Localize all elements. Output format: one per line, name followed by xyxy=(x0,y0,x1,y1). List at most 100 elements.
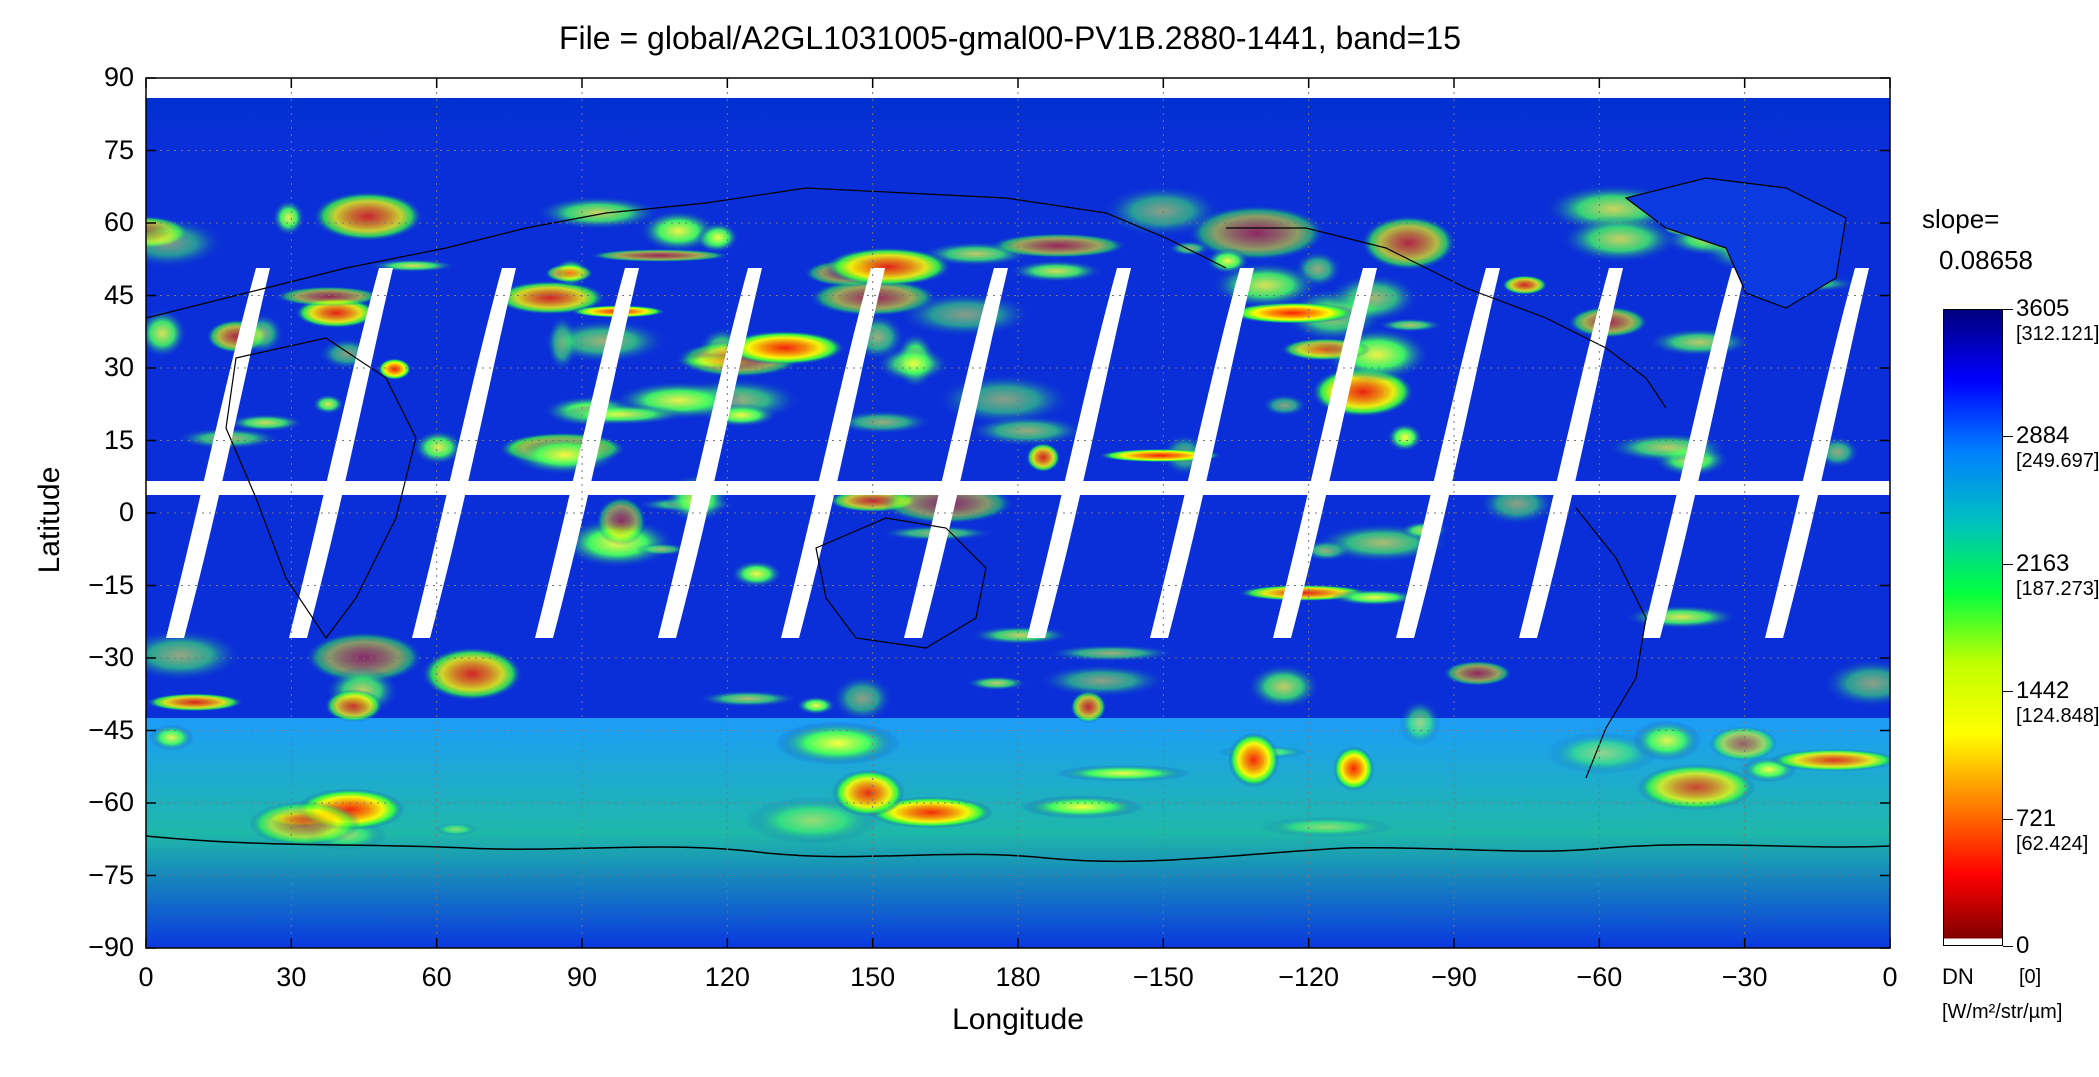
cloud-feature xyxy=(1262,394,1308,417)
cloud-feature xyxy=(876,346,949,382)
cloud-feature xyxy=(1333,746,1375,791)
colorbar xyxy=(1943,309,2003,946)
cloud-feature xyxy=(421,647,523,701)
map-area xyxy=(145,77,1891,949)
y-tick-label: −45 xyxy=(88,714,134,745)
cloud-feature xyxy=(1168,241,1211,256)
swath-gap xyxy=(1150,268,1254,638)
swath-gap xyxy=(535,268,639,638)
swath-gap xyxy=(781,268,885,638)
cloud-feature xyxy=(1502,275,1548,295)
cloud-feature xyxy=(1399,699,1442,746)
swath-gap xyxy=(904,268,1008,638)
cloud-feature xyxy=(832,410,932,434)
cloud-feature xyxy=(324,689,383,723)
cloud-feature xyxy=(1188,205,1326,261)
x-tick-label: −120 xyxy=(1278,962,1340,992)
cloud-feature xyxy=(378,358,412,380)
colorbar-tick xyxy=(2003,563,2013,565)
cloud-feature xyxy=(555,404,686,425)
swath-gap xyxy=(412,268,516,638)
colorbar-radiance-value: [187.273] xyxy=(2016,577,2099,600)
cloud-feature xyxy=(966,676,1028,691)
cloud-feature xyxy=(413,430,464,465)
cloud-feature xyxy=(146,629,243,682)
cloud-feature xyxy=(540,319,668,363)
y-tick-label: 30 xyxy=(103,352,134,382)
cloud-feature xyxy=(227,414,304,432)
colorbar-dn-value: 721 xyxy=(2016,804,2057,832)
colorbar-dn-value: 1442 xyxy=(2016,677,2070,705)
cloud-feature xyxy=(1709,726,1778,762)
cloud-feature xyxy=(1102,185,1222,237)
cloud-feature xyxy=(832,769,905,817)
swath-gap xyxy=(1273,268,1377,638)
cloud-feature xyxy=(1546,731,1659,775)
swath-gap xyxy=(1642,268,1746,638)
y-tick-label: −30 xyxy=(88,642,134,672)
colorbar-dn-value: 2884 xyxy=(2016,422,2070,450)
swath-gap xyxy=(1765,268,1869,638)
cloud-feature xyxy=(1647,328,1752,357)
swath-gap xyxy=(289,268,393,638)
swath-gap xyxy=(658,268,762,638)
colorbar-radiance-value: [0] xyxy=(2019,966,2042,988)
north-america-coastline xyxy=(1226,227,1667,409)
y-tick-label: 90 xyxy=(103,62,134,92)
colorbar-radiance-value: [249.697] xyxy=(2016,450,2099,473)
x-tick-label: −60 xyxy=(1576,962,1623,992)
y-tick-label: 60 xyxy=(103,207,134,237)
cloud-feature xyxy=(494,280,606,315)
y-tick-label: −60 xyxy=(88,787,134,817)
cloud-feature xyxy=(1822,659,1890,708)
colorbar-tick xyxy=(2003,436,2013,438)
colorbar-radiance-value: [124.848] xyxy=(2016,705,2099,728)
cloud-feature xyxy=(1009,260,1103,282)
cloud-feature xyxy=(698,690,798,707)
cloud-feature xyxy=(970,626,1071,645)
y-tick-label: 45 xyxy=(103,279,134,310)
colorbar-dn-value: 0 xyxy=(2016,932,2030,959)
cloud-feature xyxy=(1055,764,1192,782)
y-tick-label: −15 xyxy=(88,569,134,600)
cloud-feature xyxy=(1377,318,1443,332)
x-axis-label: Longitude xyxy=(952,1003,1084,1036)
swath-gap xyxy=(166,268,270,638)
chart-title: File = global/A2GL1031005-gmal00-PV1B.28… xyxy=(559,20,1461,56)
cloud-feature xyxy=(146,217,225,268)
colorbar-dn-value: 3605 xyxy=(2016,295,2070,322)
cloud-feature xyxy=(146,693,244,712)
colorbar-tick xyxy=(2003,946,2013,947)
x-tick-label: 60 xyxy=(421,962,452,992)
cloud-feature xyxy=(434,823,478,836)
cloud-feature xyxy=(1770,749,1890,772)
cloud-feature xyxy=(1228,732,1280,788)
swath-gap xyxy=(1519,268,1623,638)
y-axis-label-container: Latitude xyxy=(20,467,80,574)
cloud-feature xyxy=(544,263,594,283)
cloud-feature xyxy=(1247,664,1321,710)
south-america-coastline xyxy=(1575,507,1647,779)
x-tick-label: 150 xyxy=(850,962,896,992)
colorbar-tick xyxy=(2003,691,2013,693)
cloud-feature xyxy=(898,292,1033,337)
australia-coastline xyxy=(815,517,987,649)
cloud-feature xyxy=(1443,660,1513,686)
cloud-feature xyxy=(589,249,730,262)
cloud-feature xyxy=(1020,795,1144,819)
cloud-feature xyxy=(831,675,894,722)
africa-coastline xyxy=(225,337,417,640)
eurasia-coastline xyxy=(146,187,1227,319)
cloud-feature xyxy=(312,191,423,242)
cloud-feature xyxy=(1046,644,1176,662)
x-tick-label: 30 xyxy=(276,962,307,992)
cloud-feature xyxy=(305,631,423,684)
cloud-feature xyxy=(1632,720,1702,761)
cloud-feature xyxy=(989,233,1127,258)
cloud-feature xyxy=(146,309,187,358)
greenland-coastline xyxy=(1624,177,1847,309)
y-tick-label: 15 xyxy=(103,424,134,455)
colorbar-radiance-value: [62.424] xyxy=(2016,832,2089,855)
cloud-feature xyxy=(1560,215,1680,263)
cloud-feature xyxy=(730,560,783,588)
